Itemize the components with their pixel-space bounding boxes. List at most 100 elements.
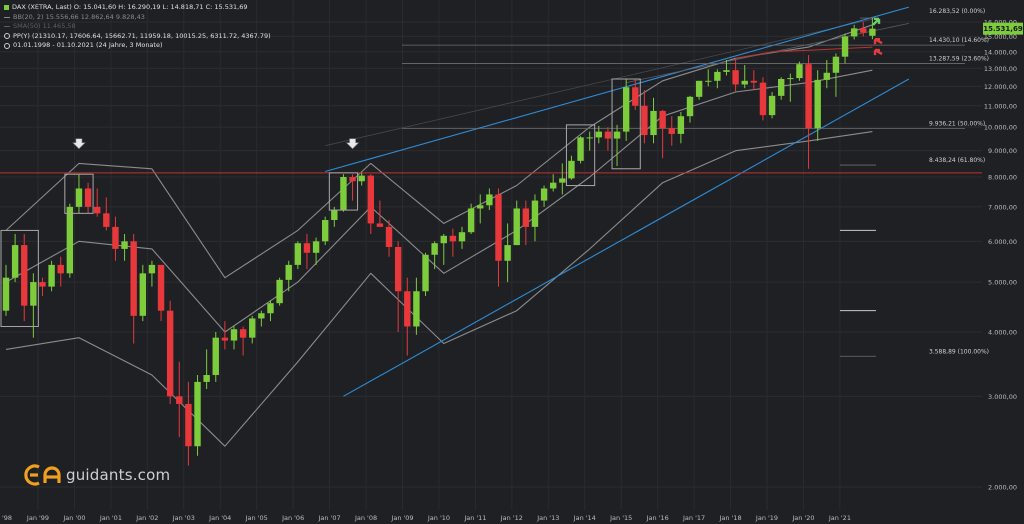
candle-body [449,235,457,242]
candle-body [285,264,292,280]
x-tick-label: Jan '04 [208,514,231,522]
red-arrow-icon [873,48,883,56]
candle-body [550,182,557,189]
candle-body [112,226,119,249]
candle-body [714,71,721,81]
candle-body [312,241,320,253]
legend-range: 01.01.1998 - 01.10.2021 (24 Jahre, 3 Mon… [13,41,163,49]
candle-body [467,208,475,233]
candle-body [814,79,821,129]
highlight-box [565,124,596,187]
fibonacci-levels: 16.283,52 (0.00%) 14.430,10 (14.60%) 13.28… [402,8,989,357]
x-tick-label: Jan '15 [609,514,632,522]
candle-body [805,64,812,129]
candle-body [796,64,803,79]
candle-body [75,188,83,207]
guidants-logo-icon [24,464,61,486]
legend-bb-row: BB(20, 2) 15.556,66 12.862,64 9.828,43 [4,13,271,23]
logo-text: guidants.com [66,466,171,484]
candle-body [422,254,429,292]
x-tick-label: Jan '11 [463,514,486,522]
candle-body [613,131,621,139]
sma-line [325,18,873,147]
y-tick-label: 7.000,00 [988,203,1017,211]
line-indicator-icon [4,26,10,28]
candle-body [495,194,502,261]
y-axis: 2.000,00 3.000,00 4.000,00 5.000,00 6.000,00… [983,19,1023,492]
y-tick-label: 10.000,00 [984,124,1017,132]
candle-body [267,303,274,314]
candle-body [586,137,593,139]
candle-body [212,337,219,376]
x-tick-label: Jan '13 [536,514,559,522]
x-tick-label: Jan '16 [646,514,669,522]
candle-body [659,110,666,129]
legend-pp: PP(Y) (21310.17, 17606.64, 15662.71, 119… [13,31,271,40]
fibonacci-label: 16.283,52 (0.00%) [929,8,985,15]
candle-body [349,177,356,182]
candle-body [431,243,438,255]
candle-body [385,226,393,247]
candle-body [750,80,758,83]
candle-body [57,264,64,274]
x-tick-label: Jan '05 [245,514,268,522]
y-tick-label: 6.000,00 [988,238,1017,246]
y-tick-label: 13.000,00 [984,65,1017,73]
candle-body [203,375,210,382]
candle-body [48,264,55,287]
candle-body [440,235,447,244]
candle-body [157,264,165,311]
candle-body [249,318,256,338]
candle-body [294,243,302,265]
candle-body [21,245,28,306]
candle-body [276,279,283,304]
candle-body [148,264,156,274]
candle-body [787,78,794,80]
candle-body [30,282,37,306]
x-tick-label: Jan '02 [135,514,158,522]
y-tick-label: 4.000,00 [988,329,1017,337]
x-tick-label: Jan '14 [573,514,596,522]
candle-body [841,36,849,57]
clock-icon [4,42,10,49]
x-tick-label: Jan '10 [427,514,450,522]
candle-body [650,110,657,136]
candle-body [641,105,648,136]
y-tick-label: 11.000,00 [984,102,1017,110]
x-axis: Jan '99 Jan '00 Jan '01 Jan '02 Jan '03 Jan '… [2,514,851,522]
candle-body [622,87,630,132]
candle-body [778,78,785,96]
candle-body [759,82,767,116]
x-tick-label: Jan '99 [26,514,49,522]
guidants-logo: guidants.com [24,461,170,489]
candle-body [230,329,238,341]
candle-body [358,175,365,182]
fibonacci-label: 3.588,89 (100.00%) [929,348,989,355]
annotation-markers [0,17,883,327]
candle-body [486,194,493,206]
candle-body [632,87,639,106]
candle-body [686,96,694,117]
x-tick-label: Jan '07 [318,514,341,522]
candle-body [94,206,101,214]
y-tick-label: 16.000,00 [984,19,1017,27]
candle-body [194,381,201,447]
red-curve-line [735,46,873,59]
candle-body [604,131,612,139]
candle-body [376,223,384,227]
y-tick-label: 5.000,00 [988,279,1017,287]
x-tick-label: Jan '06 [281,514,304,522]
x-tick-label: Jan '01 [99,514,122,522]
down-arrow-icon [345,138,360,150]
fibonacci-label: 14.430,10 (14.60%) [929,37,989,44]
fibonacci-label: 13.287,59 (23.60%) [929,56,989,63]
candle-body [540,188,548,201]
x-tick-label: Jan '12 [500,514,523,522]
candle-body [39,282,46,287]
candle-body [66,206,74,274]
y-tick-label: 8.000,00 [988,174,1017,182]
bollinger-lower-line [5,131,873,447]
candle-body [595,131,602,138]
settings-icon[interactable] [4,33,10,40]
legend-sma-row: SMA(50) 11.465,58 [4,22,271,32]
